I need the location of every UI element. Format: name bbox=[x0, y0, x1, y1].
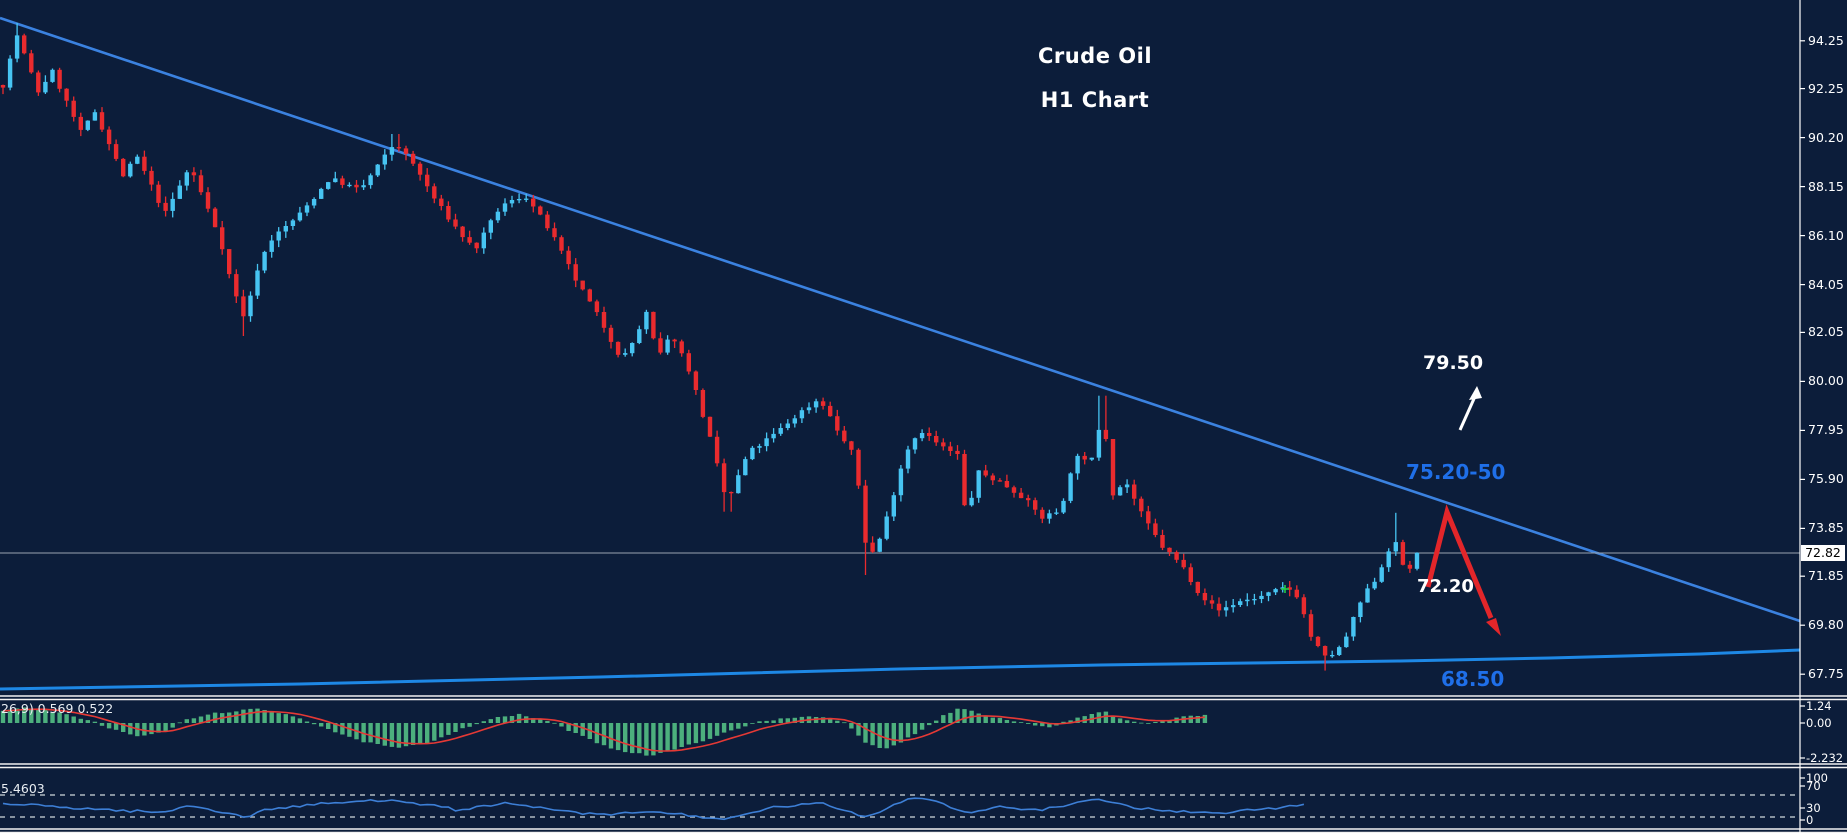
down-arrow bbox=[1425, 504, 1501, 636]
macd-indicator-label: 26,9) 0.569 0.522 bbox=[1, 701, 114, 716]
descending-trendline bbox=[0, 16, 1801, 623]
annotation-resistance-zone[interactable]: 75.20-50 bbox=[1406, 460, 1506, 484]
annotation-target-price[interactable]: 79.50 bbox=[1423, 352, 1484, 374]
macd-scale-label: -2.232 bbox=[1806, 751, 1844, 765]
price-axis-label: 88.15 bbox=[1808, 178, 1844, 194]
price-axis-label: 84.05 bbox=[1808, 276, 1844, 292]
price-axis-label: 92.25 bbox=[1808, 80, 1844, 96]
ascending-support-line bbox=[0, 648, 1801, 691]
price-axis-label: 71.85 bbox=[1808, 568, 1844, 584]
annotation-pullback-level[interactable]: 72.20 bbox=[1417, 576, 1474, 597]
price-axis-label: 82.05 bbox=[1808, 324, 1844, 340]
rsi-scale-label: 100 bbox=[1806, 771, 1828, 785]
price-axis-label: 67.75 bbox=[1808, 666, 1844, 682]
rsi-scale-label: 0 bbox=[1806, 813, 1814, 827]
chart-title-timeframe[interactable]: H1 Chart bbox=[1040, 88, 1150, 112]
macd-scale-label: 0.00 bbox=[1806, 716, 1832, 730]
price-axis-label: 75.90 bbox=[1808, 471, 1844, 487]
rsi-indicator-label: 5.4603 bbox=[1, 781, 45, 796]
chart-title-symbol[interactable]: Crude Oil bbox=[1037, 44, 1153, 68]
price-axis-label: 86.10 bbox=[1808, 227, 1844, 243]
price-axis-label: 90.20 bbox=[1808, 129, 1844, 145]
up-arrow bbox=[1458, 386, 1482, 431]
price-axis-label: 73.85 bbox=[1808, 520, 1844, 536]
price-axis-label: 77.95 bbox=[1808, 422, 1844, 438]
rsi-scale-label: 30 bbox=[1806, 801, 1821, 815]
price-axis-label: 80.00 bbox=[1808, 373, 1844, 389]
macd-scale-label: 1.24 bbox=[1806, 699, 1832, 713]
price-axis-label: 69.80 bbox=[1808, 617, 1844, 633]
annotation-support-level[interactable]: 68.50 bbox=[1441, 667, 1505, 691]
macd-signal-line bbox=[2, 708, 1205, 752]
rsi-scale-label: 70 bbox=[1806, 779, 1821, 793]
price-axis-label: 94.25 bbox=[1808, 32, 1844, 48]
current-price-badge: 72.82 bbox=[1801, 545, 1845, 561]
rsi-line bbox=[2, 797, 1305, 821]
plus-marker bbox=[1281, 585, 1289, 593]
